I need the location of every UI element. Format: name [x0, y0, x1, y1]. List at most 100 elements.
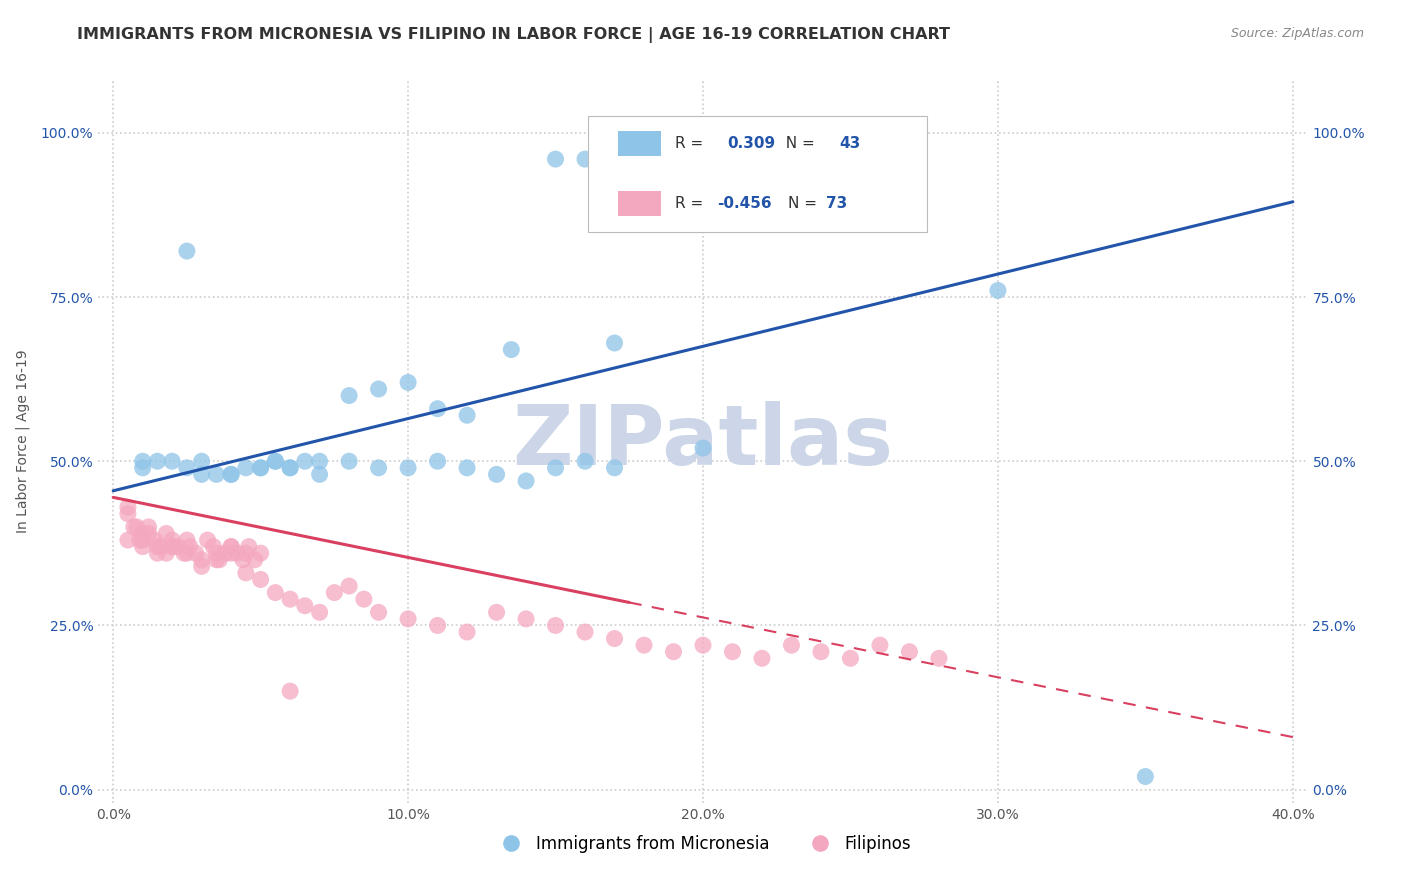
Point: [294, 454, 316, 468]
Point: [205, 553, 228, 567]
Point: [308, 605, 330, 619]
Point: [219, 540, 242, 554]
Point: [574, 625, 596, 640]
Point: [146, 454, 169, 468]
Point: [160, 540, 183, 554]
Point: [243, 553, 266, 567]
Point: [501, 343, 523, 357]
Point: [367, 460, 389, 475]
Point: [1135, 770, 1157, 784]
Point: [184, 546, 207, 560]
Text: N =: N =: [776, 136, 820, 151]
Point: [117, 500, 139, 515]
Point: [603, 336, 626, 351]
Point: [337, 388, 360, 402]
Point: [219, 467, 242, 482]
Point: [869, 638, 891, 652]
Point: [294, 599, 316, 613]
Point: [839, 651, 862, 665]
Point: [264, 454, 287, 468]
Point: [190, 467, 212, 482]
Point: [249, 460, 271, 475]
Point: [197, 533, 219, 547]
Point: [574, 454, 596, 468]
FancyBboxPatch shape: [588, 116, 927, 232]
Point: [278, 460, 301, 475]
Point: [249, 460, 271, 475]
Point: [485, 467, 508, 482]
Point: [149, 540, 172, 554]
Point: [692, 638, 714, 652]
Point: [205, 546, 228, 560]
Text: ZIPatlas: ZIPatlas: [513, 401, 893, 482]
Point: [125, 520, 148, 534]
Point: [219, 546, 242, 560]
Point: [219, 467, 242, 482]
Text: 43: 43: [839, 136, 860, 151]
Point: [898, 645, 921, 659]
Point: [278, 592, 301, 607]
Point: [131, 526, 153, 541]
Point: [574, 152, 596, 166]
Point: [456, 409, 478, 423]
Point: [249, 573, 271, 587]
Point: [146, 546, 169, 560]
Point: [515, 474, 537, 488]
Point: [176, 546, 198, 560]
Point: [190, 553, 212, 567]
Y-axis label: In Labor Force | Age 16-19: In Labor Force | Age 16-19: [15, 350, 30, 533]
Point: [987, 284, 1010, 298]
Point: [426, 401, 449, 416]
Point: [238, 540, 260, 554]
Point: [456, 625, 478, 640]
Point: [128, 533, 150, 547]
FancyBboxPatch shape: [619, 131, 661, 156]
Point: [190, 559, 212, 574]
Point: [179, 540, 201, 554]
Text: 0.309: 0.309: [727, 136, 775, 151]
Point: [515, 612, 537, 626]
Point: [146, 540, 169, 554]
Point: [353, 592, 375, 607]
Point: [337, 454, 360, 468]
Point: [264, 585, 287, 599]
Point: [544, 152, 567, 166]
Point: [138, 526, 160, 541]
Point: [544, 618, 567, 632]
Point: [176, 244, 198, 258]
FancyBboxPatch shape: [619, 191, 661, 216]
Point: [202, 540, 225, 554]
Point: [219, 540, 242, 554]
Point: [131, 533, 153, 547]
Point: [155, 526, 177, 541]
Point: [751, 651, 773, 665]
Text: IMMIGRANTS FROM MICRONESIA VS FILIPINO IN LABOR FORCE | AGE 16-19 CORRELATION CH: IMMIGRANTS FROM MICRONESIA VS FILIPINO I…: [77, 27, 950, 43]
Point: [167, 540, 190, 554]
Point: [603, 460, 626, 475]
Text: 73: 73: [827, 196, 848, 211]
Point: [633, 638, 655, 652]
Point: [143, 533, 166, 547]
Point: [780, 638, 803, 652]
Point: [235, 566, 257, 580]
Point: [662, 645, 685, 659]
Text: -0.456: -0.456: [717, 196, 772, 211]
Point: [205, 467, 228, 482]
Point: [173, 546, 195, 560]
Text: R =: R =: [675, 136, 713, 151]
Point: [308, 454, 330, 468]
Point: [544, 460, 567, 475]
Point: [485, 605, 508, 619]
Point: [337, 579, 360, 593]
Point: [603, 632, 626, 646]
Text: N =: N =: [787, 196, 821, 211]
Point: [367, 382, 389, 396]
Point: [396, 376, 419, 390]
Point: [117, 533, 139, 547]
Point: [396, 460, 419, 475]
Point: [810, 645, 832, 659]
Point: [692, 441, 714, 455]
Point: [323, 585, 346, 599]
Text: R =: R =: [675, 196, 709, 211]
Point: [226, 546, 249, 560]
